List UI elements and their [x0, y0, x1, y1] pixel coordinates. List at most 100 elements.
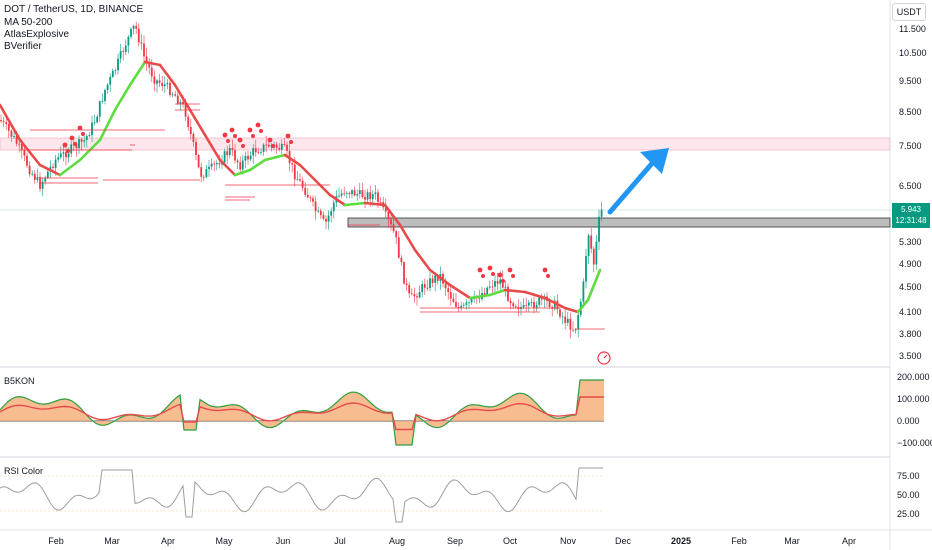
ma-segment	[0, 103, 22, 142]
candle-body	[265, 144, 268, 146]
price-scale-label: 10.500	[899, 48, 927, 58]
price-scale-label: 8.500	[899, 107, 922, 117]
ma-segment	[313, 178, 332, 197]
candle-body	[499, 279, 502, 284]
clock-alert-icon[interactable]	[597, 351, 611, 365]
candle-body	[572, 329, 574, 331]
candle-body	[538, 296, 541, 305]
signal-marker	[507, 267, 513, 273]
time-axis-label: Mar	[784, 536, 800, 546]
candle-body	[494, 281, 496, 287]
signal-marker	[511, 274, 515, 278]
candle-body	[28, 165, 31, 175]
price-scale-label: 3.800	[899, 329, 922, 339]
candle-body	[106, 84, 109, 90]
candle-body	[52, 166, 54, 168]
rsi-title[interactable]: RSI Color	[4, 466, 44, 476]
candle-body	[390, 219, 392, 225]
time-axis[interactable]: Feb Mar Apr May Jun Jul Aug Sep Oct Nov Dec 2025 Feb…	[48, 536, 856, 546]
horizontal-levels	[20, 103, 605, 330]
indicator-ma-label[interactable]: MA 50-200	[4, 17, 53, 28]
candle-body	[10, 130, 13, 137]
candle-body	[0, 120, 2, 122]
candle-body	[244, 155, 247, 161]
candle-body	[413, 294, 416, 297]
price-scale-label: 3.500	[899, 351, 922, 361]
b5kon-scale: 200.000 100.000 0.000 −100.000	[897, 372, 932, 448]
signal-marker	[73, 142, 77, 146]
candle-body	[314, 201, 317, 212]
candle-body	[369, 192, 372, 200]
candle-body	[236, 160, 239, 163]
signal-marker	[241, 144, 245, 148]
candle-body	[351, 190, 353, 195]
candle-body	[478, 298, 481, 300]
candle-body	[88, 135, 91, 137]
candle-body	[122, 51, 125, 52]
ma-segment	[218, 158, 237, 177]
signal-marker	[289, 140, 293, 144]
candle-body	[299, 179, 301, 181]
candle-body	[444, 283, 447, 289]
candle-body	[553, 300, 556, 309]
signal-marker	[69, 135, 75, 141]
symbol-title[interactable]: DOT / TetherUS, 1D, BINANCE	[4, 4, 144, 15]
candle-body	[561, 316, 564, 318]
b5kon-signal	[0, 396, 604, 431]
time-axis-label: Feb	[48, 536, 64, 546]
candle-body	[111, 70, 114, 77]
time-axis-label: Feb	[731, 536, 747, 546]
candle-body	[548, 300, 551, 307]
candle-body	[200, 167, 203, 177]
candle-body	[306, 194, 309, 198]
time-axis-label: Oct	[503, 536, 518, 546]
candle-body	[65, 152, 67, 158]
signal-marker	[285, 133, 291, 139]
candle-body	[46, 171, 49, 178]
candle-body	[590, 235, 593, 249]
breakout-zone	[347, 217, 891, 228]
signal-marker	[81, 132, 85, 136]
candle-body	[174, 94, 177, 96]
ma-segment	[468, 293, 492, 300]
candle-body	[195, 141, 197, 156]
candle-body	[598, 216, 600, 242]
ma-segment	[283, 153, 302, 167]
candle-body	[371, 194, 374, 200]
candle-body	[322, 215, 325, 219]
ma-segment	[543, 296, 567, 310]
signal-marker	[542, 267, 548, 273]
ma-segment	[448, 283, 472, 300]
candle-body	[293, 164, 296, 180]
signal-marker	[62, 142, 68, 148]
signal-marker	[481, 274, 485, 278]
candle-body	[312, 198, 314, 202]
b5kon-title[interactable]: B5KON	[4, 376, 35, 386]
candle-body	[325, 218, 327, 222]
candle-body	[75, 144, 78, 149]
candle-body	[44, 177, 47, 182]
signal-marker	[255, 122, 261, 128]
b5kon-scale-label: −100.000	[897, 438, 932, 448]
candle-body	[309, 197, 312, 199]
candle-body	[356, 194, 359, 196]
indicator-bverifier-label[interactable]: BVerifier	[4, 41, 42, 52]
currency-button[interactable]: USDT	[892, 3, 926, 21]
price-scale[interactable]: 11.500 10.500 9.500 8.500 7.500 6.500 5.300 4.9…	[899, 24, 927, 361]
ma-segment	[263, 153, 287, 162]
rsi-scale-label: 25.00	[897, 509, 920, 519]
candle-body	[67, 153, 70, 158]
indicator-atlas-label[interactable]: AtlasExplosive	[4, 29, 70, 40]
candle-body	[23, 149, 26, 156]
price-scale-label: 9.500	[899, 76, 922, 86]
ma-segment	[563, 306, 580, 314]
candle-body	[101, 101, 104, 102]
signal-marker	[247, 127, 253, 133]
ma-segment	[248, 158, 267, 172]
candle-body	[286, 144, 288, 151]
b5kon-scale-label: 100.000	[897, 394, 930, 404]
time-axis-label: Jun	[276, 536, 291, 546]
time-axis-label: Dec	[615, 536, 632, 546]
candle-body	[361, 190, 364, 198]
